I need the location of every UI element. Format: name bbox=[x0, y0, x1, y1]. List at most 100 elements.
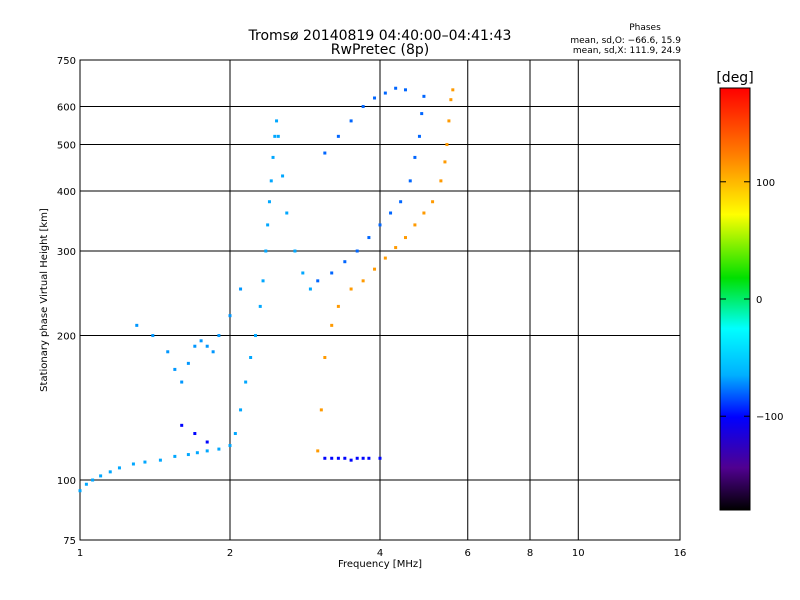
data-point bbox=[349, 119, 353, 123]
data-point bbox=[173, 454, 177, 458]
phase-stats-x: mean, sd,X: 111.9, 24.9 bbox=[573, 46, 681, 56]
y-tick-label: 100 bbox=[57, 476, 76, 487]
data-point bbox=[422, 94, 426, 98]
data-point bbox=[275, 119, 279, 123]
data-point bbox=[186, 361, 190, 365]
data-point bbox=[417, 134, 421, 138]
data-point bbox=[422, 211, 426, 215]
x-tick-label: 10 bbox=[572, 548, 585, 559]
data-point bbox=[323, 151, 327, 155]
data-point bbox=[451, 88, 455, 92]
data-point bbox=[330, 456, 334, 460]
data-point bbox=[267, 200, 271, 204]
y-axis-ticks: 75 100 200 300 400 500 600 750 bbox=[57, 56, 76, 547]
data-point bbox=[323, 355, 327, 359]
data-point bbox=[394, 86, 398, 90]
x-tick-label: 6 bbox=[465, 548, 471, 559]
data-point bbox=[180, 380, 184, 384]
data-point bbox=[373, 96, 377, 100]
data-point bbox=[173, 367, 177, 371]
colorbar-tick-label: 100 bbox=[756, 178, 775, 189]
y-axis-label: Stationary phase Virtual Height [km] bbox=[39, 208, 50, 392]
data-point bbox=[445, 143, 449, 147]
data-point bbox=[443, 160, 447, 164]
data-point bbox=[186, 453, 190, 457]
data-point bbox=[151, 334, 155, 338]
data-point bbox=[249, 355, 253, 359]
x-axis-ticks: 1 2 4 6 8 10 16 bbox=[77, 548, 687, 559]
data-point bbox=[355, 249, 359, 253]
data-point bbox=[373, 267, 377, 271]
colorbar-tick-label: −100 bbox=[756, 412, 783, 423]
data-point bbox=[343, 260, 347, 264]
data-point bbox=[108, 470, 112, 474]
x-tick-label: 1 bbox=[77, 548, 83, 559]
data-point bbox=[361, 105, 365, 109]
x-tick-label: 4 bbox=[377, 548, 383, 559]
data-point bbox=[195, 451, 199, 455]
data-point bbox=[447, 119, 451, 123]
data-point bbox=[323, 456, 327, 460]
data-point bbox=[84, 482, 88, 486]
data-point bbox=[361, 456, 365, 460]
data-point bbox=[233, 432, 237, 436]
data-point bbox=[439, 179, 443, 183]
data-point bbox=[316, 449, 320, 453]
data-point bbox=[378, 456, 382, 460]
data-point bbox=[336, 134, 340, 138]
data-point bbox=[217, 447, 221, 451]
data-point bbox=[269, 179, 273, 183]
data-point bbox=[258, 304, 262, 308]
data-point bbox=[330, 323, 334, 327]
data-point bbox=[408, 179, 412, 183]
data-point bbox=[239, 287, 243, 291]
data-point bbox=[349, 287, 353, 291]
data-point bbox=[205, 440, 209, 444]
chart-subtitle: RwPretec (8p) bbox=[331, 42, 429, 58]
data-point bbox=[271, 155, 275, 159]
data-point bbox=[336, 456, 340, 460]
data-point bbox=[403, 236, 407, 240]
data-point bbox=[293, 249, 297, 253]
data-point bbox=[166, 350, 170, 354]
colorbar-label: [deg] bbox=[716, 70, 753, 86]
data-point bbox=[413, 155, 417, 159]
y-tick-label: 400 bbox=[57, 187, 76, 198]
data-point bbox=[308, 287, 312, 291]
data-point bbox=[135, 323, 139, 327]
data-point bbox=[91, 478, 95, 482]
data-point bbox=[336, 304, 340, 308]
data-point bbox=[205, 344, 209, 348]
data-point bbox=[217, 334, 221, 338]
data-points bbox=[78, 86, 455, 493]
phase-stats-o: mean, sd,O: −66.6, 15.9 bbox=[570, 36, 681, 46]
y-tick-label: 500 bbox=[57, 141, 76, 152]
plot-grid bbox=[80, 60, 680, 540]
data-point bbox=[285, 211, 289, 215]
data-point bbox=[403, 88, 407, 92]
data-point bbox=[211, 350, 215, 354]
data-point bbox=[319, 408, 323, 412]
data-point bbox=[264, 249, 268, 253]
data-point bbox=[199, 339, 203, 343]
data-point bbox=[420, 112, 424, 116]
data-point bbox=[367, 236, 371, 240]
data-point bbox=[316, 279, 320, 283]
data-point bbox=[180, 423, 184, 427]
data-point bbox=[193, 344, 197, 348]
data-point bbox=[389, 211, 393, 215]
data-point bbox=[143, 460, 147, 464]
data-point bbox=[330, 271, 334, 275]
data-point bbox=[383, 256, 387, 260]
colorbar-tick-label: 0 bbox=[756, 295, 762, 306]
data-point bbox=[301, 271, 305, 275]
data-point bbox=[413, 223, 417, 227]
y-tick-label: 200 bbox=[57, 332, 76, 343]
y-tick-label: 75 bbox=[63, 536, 76, 547]
data-point bbox=[361, 279, 365, 283]
y-tick-label: 750 bbox=[57, 56, 76, 67]
data-point bbox=[367, 456, 371, 460]
data-point bbox=[378, 223, 382, 227]
data-point bbox=[158, 458, 162, 462]
data-point bbox=[273, 134, 277, 138]
